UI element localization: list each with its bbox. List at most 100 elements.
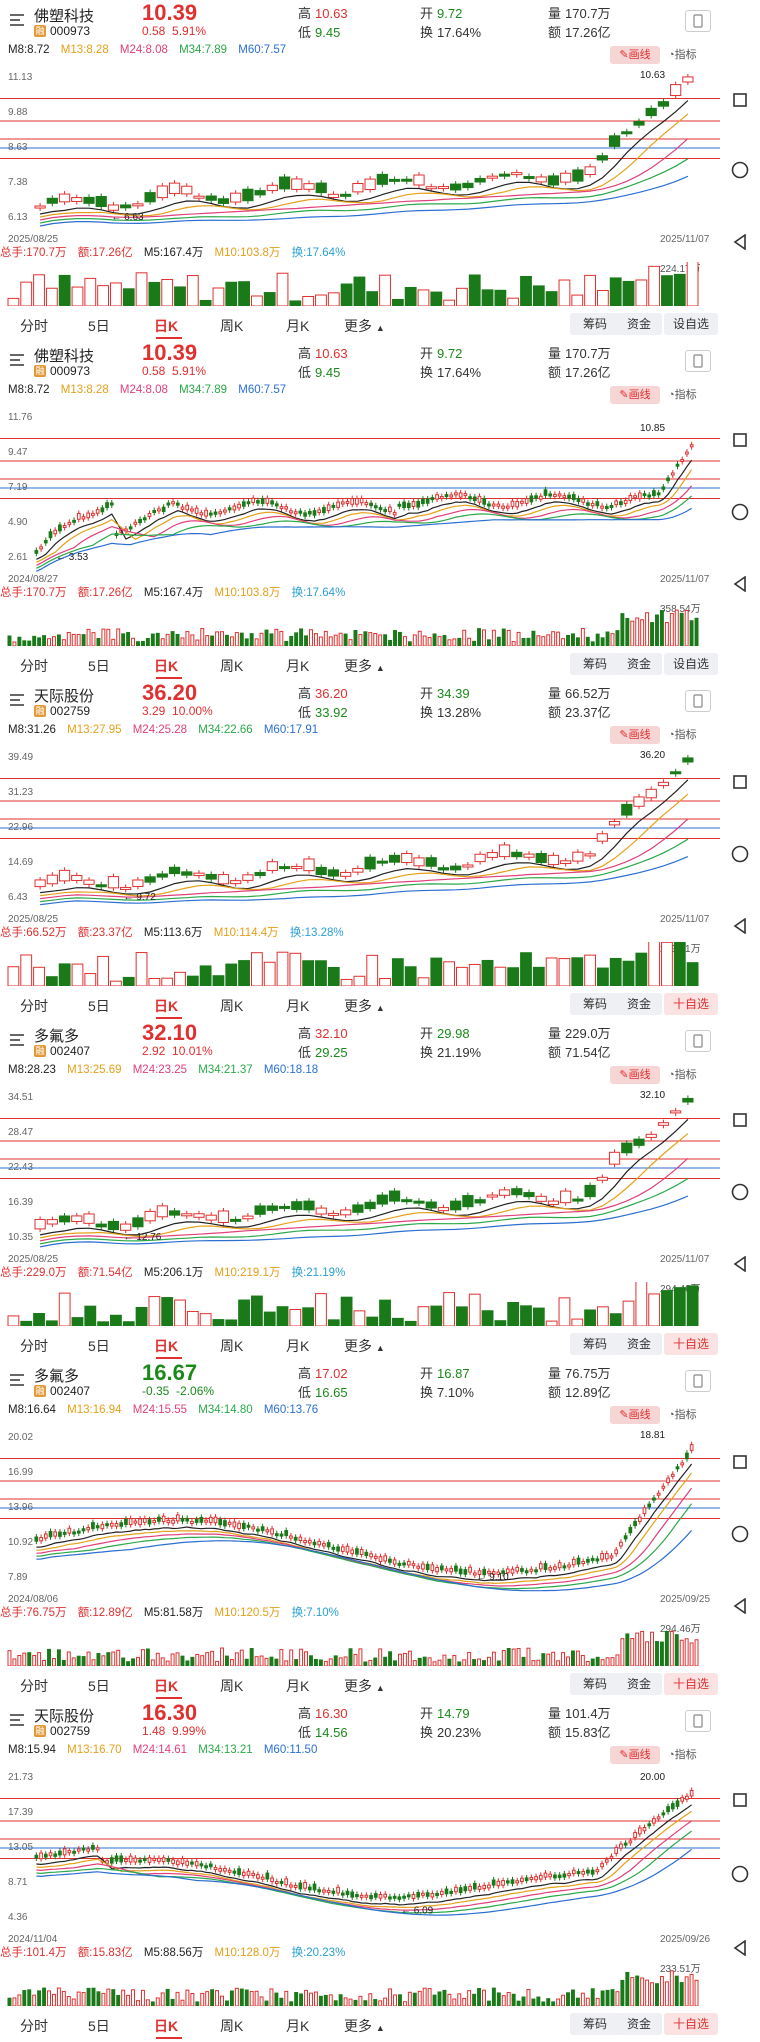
chip-button[interactable]: 筹码 (570, 2013, 620, 2035)
indicator-button[interactable]: ◔指标 (668, 1749, 697, 1761)
back-icon[interactable] (728, 572, 752, 596)
tab-intraday[interactable]: 分时 (20, 998, 48, 1014)
draw-line-button[interactable]: ✎画线 (610, 46, 660, 64)
tab-daily-k[interactable]: 日K (154, 1678, 179, 1694)
tab-5day[interactable]: 5日 (88, 1678, 110, 1694)
tab-intraday[interactable]: 分时 (20, 2018, 48, 2034)
volume-chart[interactable]: 233.51万 (0, 1962, 720, 2006)
tab-daily-k[interactable]: 日K (154, 318, 179, 334)
tab-monthly-k[interactable]: 月K (286, 998, 310, 1014)
menu-icon[interactable] (10, 14, 26, 28)
landscape-icon[interactable] (685, 1710, 711, 1732)
home-icon[interactable] (728, 500, 752, 524)
menu-icon[interactable] (10, 1034, 26, 1048)
back-icon[interactable] (728, 1936, 752, 1960)
fund-button[interactable]: 资金 (616, 1333, 662, 1355)
indicator-button[interactable]: ◔指标 (668, 49, 697, 61)
tab-5day[interactable]: 5日 (88, 998, 110, 1014)
volume-chart[interactable]: 233.51万 (0, 942, 720, 986)
chip-button[interactable]: 筹码 (570, 313, 620, 335)
tab-weekly-k[interactable]: 周K (220, 318, 244, 334)
volume-chart[interactable]: 294.46万 (0, 1622, 720, 1666)
tab-5day[interactable]: 5日 (88, 2018, 110, 2034)
indicator-button[interactable]: ◔指标 (668, 1069, 697, 1081)
tab-more[interactable]: 更多 ▲ (344, 996, 385, 1016)
tab-monthly-k[interactable]: 月K (286, 1338, 310, 1354)
fund-button[interactable]: 资金 (616, 653, 662, 675)
favorite-button[interactable]: 设自选 (664, 313, 718, 335)
tab-daily-k[interactable]: 日K (154, 658, 179, 674)
home-icon[interactable] (728, 842, 752, 866)
chip-button[interactable]: 筹码 (570, 1333, 620, 1355)
draw-line-button[interactable]: ✎画线 (610, 1746, 660, 1764)
tab-weekly-k[interactable]: 周K (220, 1338, 244, 1354)
home-icon[interactable] (728, 1522, 752, 1546)
landscape-icon[interactable] (685, 1370, 711, 1392)
tab-weekly-k[interactable]: 周K (220, 998, 244, 1014)
recent-apps-icon[interactable] (728, 1450, 752, 1474)
tab-daily-k[interactable]: 日K (154, 2018, 179, 2034)
draw-line-button[interactable]: ✎画线 (610, 1406, 660, 1424)
fund-button[interactable]: 资金 (616, 1673, 662, 1695)
landscape-icon[interactable] (685, 350, 711, 372)
tab-weekly-k[interactable]: 周K (220, 658, 244, 674)
tab-monthly-k[interactable]: 月K (286, 1678, 310, 1694)
recent-apps-icon[interactable] (728, 88, 752, 112)
tab-more[interactable]: 更多 ▲ (344, 1336, 385, 1356)
recent-apps-icon[interactable] (728, 1788, 752, 1812)
landscape-icon[interactable] (685, 1030, 711, 1052)
recent-apps-icon[interactable] (728, 1108, 752, 1132)
favorite-button[interactable]: 十自选 (664, 2013, 718, 2035)
menu-icon[interactable] (10, 354, 26, 368)
home-icon[interactable] (728, 158, 752, 182)
volume-chart[interactable]: 358.54万 (0, 602, 720, 646)
tab-intraday[interactable]: 分时 (20, 658, 48, 674)
tab-monthly-k[interactable]: 月K (286, 318, 310, 334)
tab-intraday[interactable]: 分时 (20, 1678, 48, 1694)
recent-apps-icon[interactable] (728, 770, 752, 794)
fund-button[interactable]: 资金 (616, 2013, 662, 2035)
menu-icon[interactable] (10, 694, 26, 708)
indicator-button[interactable]: ◔指标 (668, 389, 697, 401)
tab-5day[interactable]: 5日 (88, 1338, 110, 1354)
chip-button[interactable]: 筹码 (570, 993, 620, 1015)
tab-daily-k[interactable]: 日K (154, 998, 179, 1014)
tab-monthly-k[interactable]: 月K (286, 658, 310, 674)
tab-more[interactable]: 更多 ▲ (344, 1676, 385, 1696)
recent-apps-icon[interactable] (728, 428, 752, 452)
draw-line-button[interactable]: ✎画线 (610, 726, 660, 744)
back-icon[interactable] (728, 1594, 752, 1618)
fund-button[interactable]: 资金 (616, 993, 662, 1015)
tab-more[interactable]: 更多 ▲ (344, 316, 385, 336)
tab-5day[interactable]: 5日 (88, 318, 110, 334)
home-icon[interactable] (728, 1862, 752, 1886)
favorite-button[interactable]: 十自选 (664, 993, 718, 1015)
indicator-button[interactable]: ◔指标 (668, 1409, 697, 1421)
tab-more[interactable]: 更多 ▲ (344, 656, 385, 676)
favorite-button[interactable]: 设自选 (664, 653, 718, 675)
back-icon[interactable] (728, 1252, 752, 1276)
favorite-button[interactable]: 十自选 (664, 1673, 718, 1695)
tab-5day[interactable]: 5日 (88, 658, 110, 674)
tab-intraday[interactable]: 分时 (20, 318, 48, 334)
menu-icon[interactable] (10, 1714, 26, 1728)
back-icon[interactable] (728, 230, 752, 254)
volume-chart[interactable]: 294.46万 (0, 1282, 720, 1326)
draw-line-button[interactable]: ✎画线 (610, 386, 660, 404)
tab-weekly-k[interactable]: 周K (220, 1678, 244, 1694)
tab-weekly-k[interactable]: 周K (220, 2018, 244, 2034)
tab-more[interactable]: 更多 ▲ (344, 2016, 385, 2036)
tab-intraday[interactable]: 分时 (20, 1338, 48, 1354)
landscape-icon[interactable] (685, 10, 711, 32)
draw-line-button[interactable]: ✎画线 (610, 1066, 660, 1084)
chip-button[interactable]: 筹码 (570, 1673, 620, 1695)
tab-monthly-k[interactable]: 月K (286, 2018, 310, 2034)
chip-button[interactable]: 筹码 (570, 653, 620, 675)
volume-chart[interactable]: 224.17万 (0, 262, 720, 306)
